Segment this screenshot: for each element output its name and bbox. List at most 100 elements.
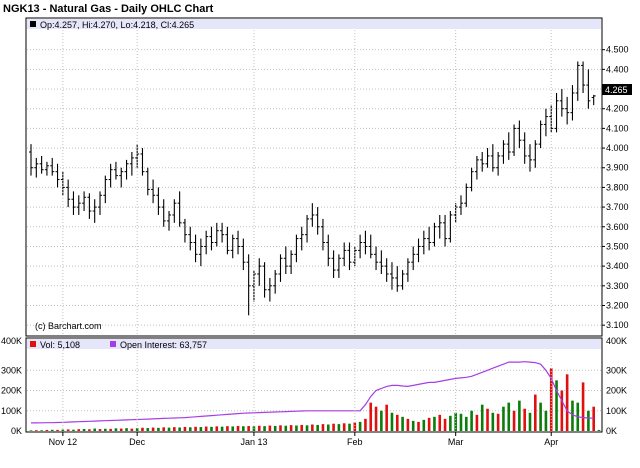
ohlc-bar: [188, 226, 193, 251]
ohlc-bar: [156, 187, 161, 215]
ohlc-bar: [326, 234, 331, 267]
volume-bar: [470, 410, 473, 431]
ohlc-bar: [172, 199, 177, 223]
volume-bar: [82, 428, 86, 431]
volume-bar: [77, 429, 81, 431]
ohlc-bar: [241, 238, 246, 271]
volume-bar: [321, 424, 325, 431]
volume-bar: [141, 427, 144, 431]
ohlc-bar: [236, 230, 241, 255]
volume-bar: [56, 429, 59, 431]
ohlc-bar: [113, 161, 118, 180]
ohlc-bar: [246, 254, 251, 316]
ohlc-bar: [294, 234, 299, 263]
volume-bar: [50, 429, 54, 431]
ohlc-bar: [437, 214, 442, 239]
volume-bar: [247, 426, 250, 431]
ohlc-bar: [389, 262, 394, 290]
ohlc-bar: [533, 140, 538, 168]
volume-bar: [427, 417, 431, 431]
ohlc-bar: [71, 191, 76, 215]
ohlc-bar: [458, 195, 463, 215]
price-y-tick-label: 3.200: [606, 300, 629, 310]
ohlc-bar: [182, 218, 187, 243]
ohlc-bar: [39, 155, 44, 174]
volume-bar: [194, 426, 197, 431]
ohlc-bar: [278, 254, 283, 282]
ohlc-bar: [305, 214, 310, 243]
volume-bar: [311, 424, 314, 431]
ohlc-bar: [29, 144, 33, 176]
price-y-tick-label: 3.700: [606, 202, 629, 212]
ohlc-bar: [108, 163, 113, 188]
volume-bar: [422, 419, 426, 431]
volume-bar: [231, 426, 235, 431]
volume-bar: [183, 426, 187, 431]
ohlc-bar: [421, 230, 426, 255]
price-y-tick-label: 3.800: [606, 182, 629, 192]
volume-y-tick-label-right: 0K: [606, 426, 617, 436]
ohlc-bar: [581, 61, 586, 93]
volume-bar: [93, 428, 97, 431]
volume-bar: [273, 425, 277, 431]
ohlc-bar: [554, 92, 559, 133]
ohlc-bar: [273, 270, 278, 294]
oi-legend-swatch: [110, 341, 116, 347]
volume-bar: [316, 424, 319, 431]
ohlc-bar: [527, 144, 532, 172]
ohlc-bar: [66, 179, 71, 208]
ohlc-bar: [549, 104, 554, 133]
volume-bar: [337, 424, 341, 431]
volume-bar: [242, 426, 245, 431]
volume-bar: [502, 406, 505, 431]
x-tick-label: Nov 12: [49, 437, 78, 447]
ohlc-bar: [230, 234, 235, 259]
price-y-tick-label: 4.100: [606, 123, 629, 133]
ohlc-bar: [400, 270, 405, 290]
volume-bar: [496, 413, 500, 431]
volume-bar: [401, 416, 404, 431]
ohlc-bar: [50, 157, 55, 176]
ohlc-bar: [517, 120, 522, 149]
volume-bar: [295, 425, 298, 431]
ohlc-bar: [225, 226, 230, 255]
ohlc-bar: [416, 238, 421, 263]
volume-bar: [236, 425, 240, 431]
volume-bar: [464, 416, 468, 431]
ohlc-bar: [299, 226, 304, 251]
ohlc-bar: [220, 222, 225, 243]
ohlc-bar: [363, 230, 368, 255]
volume-bar: [406, 418, 410, 431]
ohlc-bar: [469, 167, 474, 192]
volume-bar: [35, 430, 38, 431]
ohlc-bar: [395, 266, 400, 292]
ohlc-bar: [44, 161, 49, 176]
ohlc-bar: [411, 246, 416, 271]
volume-bar: [167, 427, 171, 431]
volume-bar: [268, 425, 272, 431]
volume-bar: [45, 429, 49, 431]
volume-bar: [125, 428, 128, 431]
x-tick-label: Feb: [347, 437, 363, 447]
x-tick-label: Jan 13: [240, 437, 267, 447]
volume-bar: [491, 412, 495, 431]
ohlc-bar: [575, 61, 580, 101]
ohlc-bar: [374, 246, 379, 271]
volume-bar: [29, 430, 33, 431]
ohlc-bar: [315, 207, 320, 235]
ohlc-bar: [262, 262, 267, 298]
volume-bar: [204, 426, 208, 431]
volume-y-tick-label-left: 0K: [11, 426, 22, 436]
x-axis: Nov 12 Dec Jan 13 Feb Mar Apr: [49, 30, 558, 447]
ohlc-bar: [331, 250, 336, 278]
volume-y-tick-label-left: 300K: [1, 365, 22, 375]
ohlc-bar: [347, 242, 352, 271]
ohlc-bar: [427, 226, 432, 251]
oi-legend-label: Open Interest: 63,757: [120, 340, 207, 350]
copyright-label: (c) Barchart.com: [35, 321, 102, 331]
ohlc-bar: [145, 167, 150, 196]
vol-legend-label: Vol: 5,108: [40, 340, 80, 350]
volume-bar: [199, 427, 203, 431]
volume-bar: [114, 428, 118, 431]
volume-bar: [385, 404, 388, 431]
